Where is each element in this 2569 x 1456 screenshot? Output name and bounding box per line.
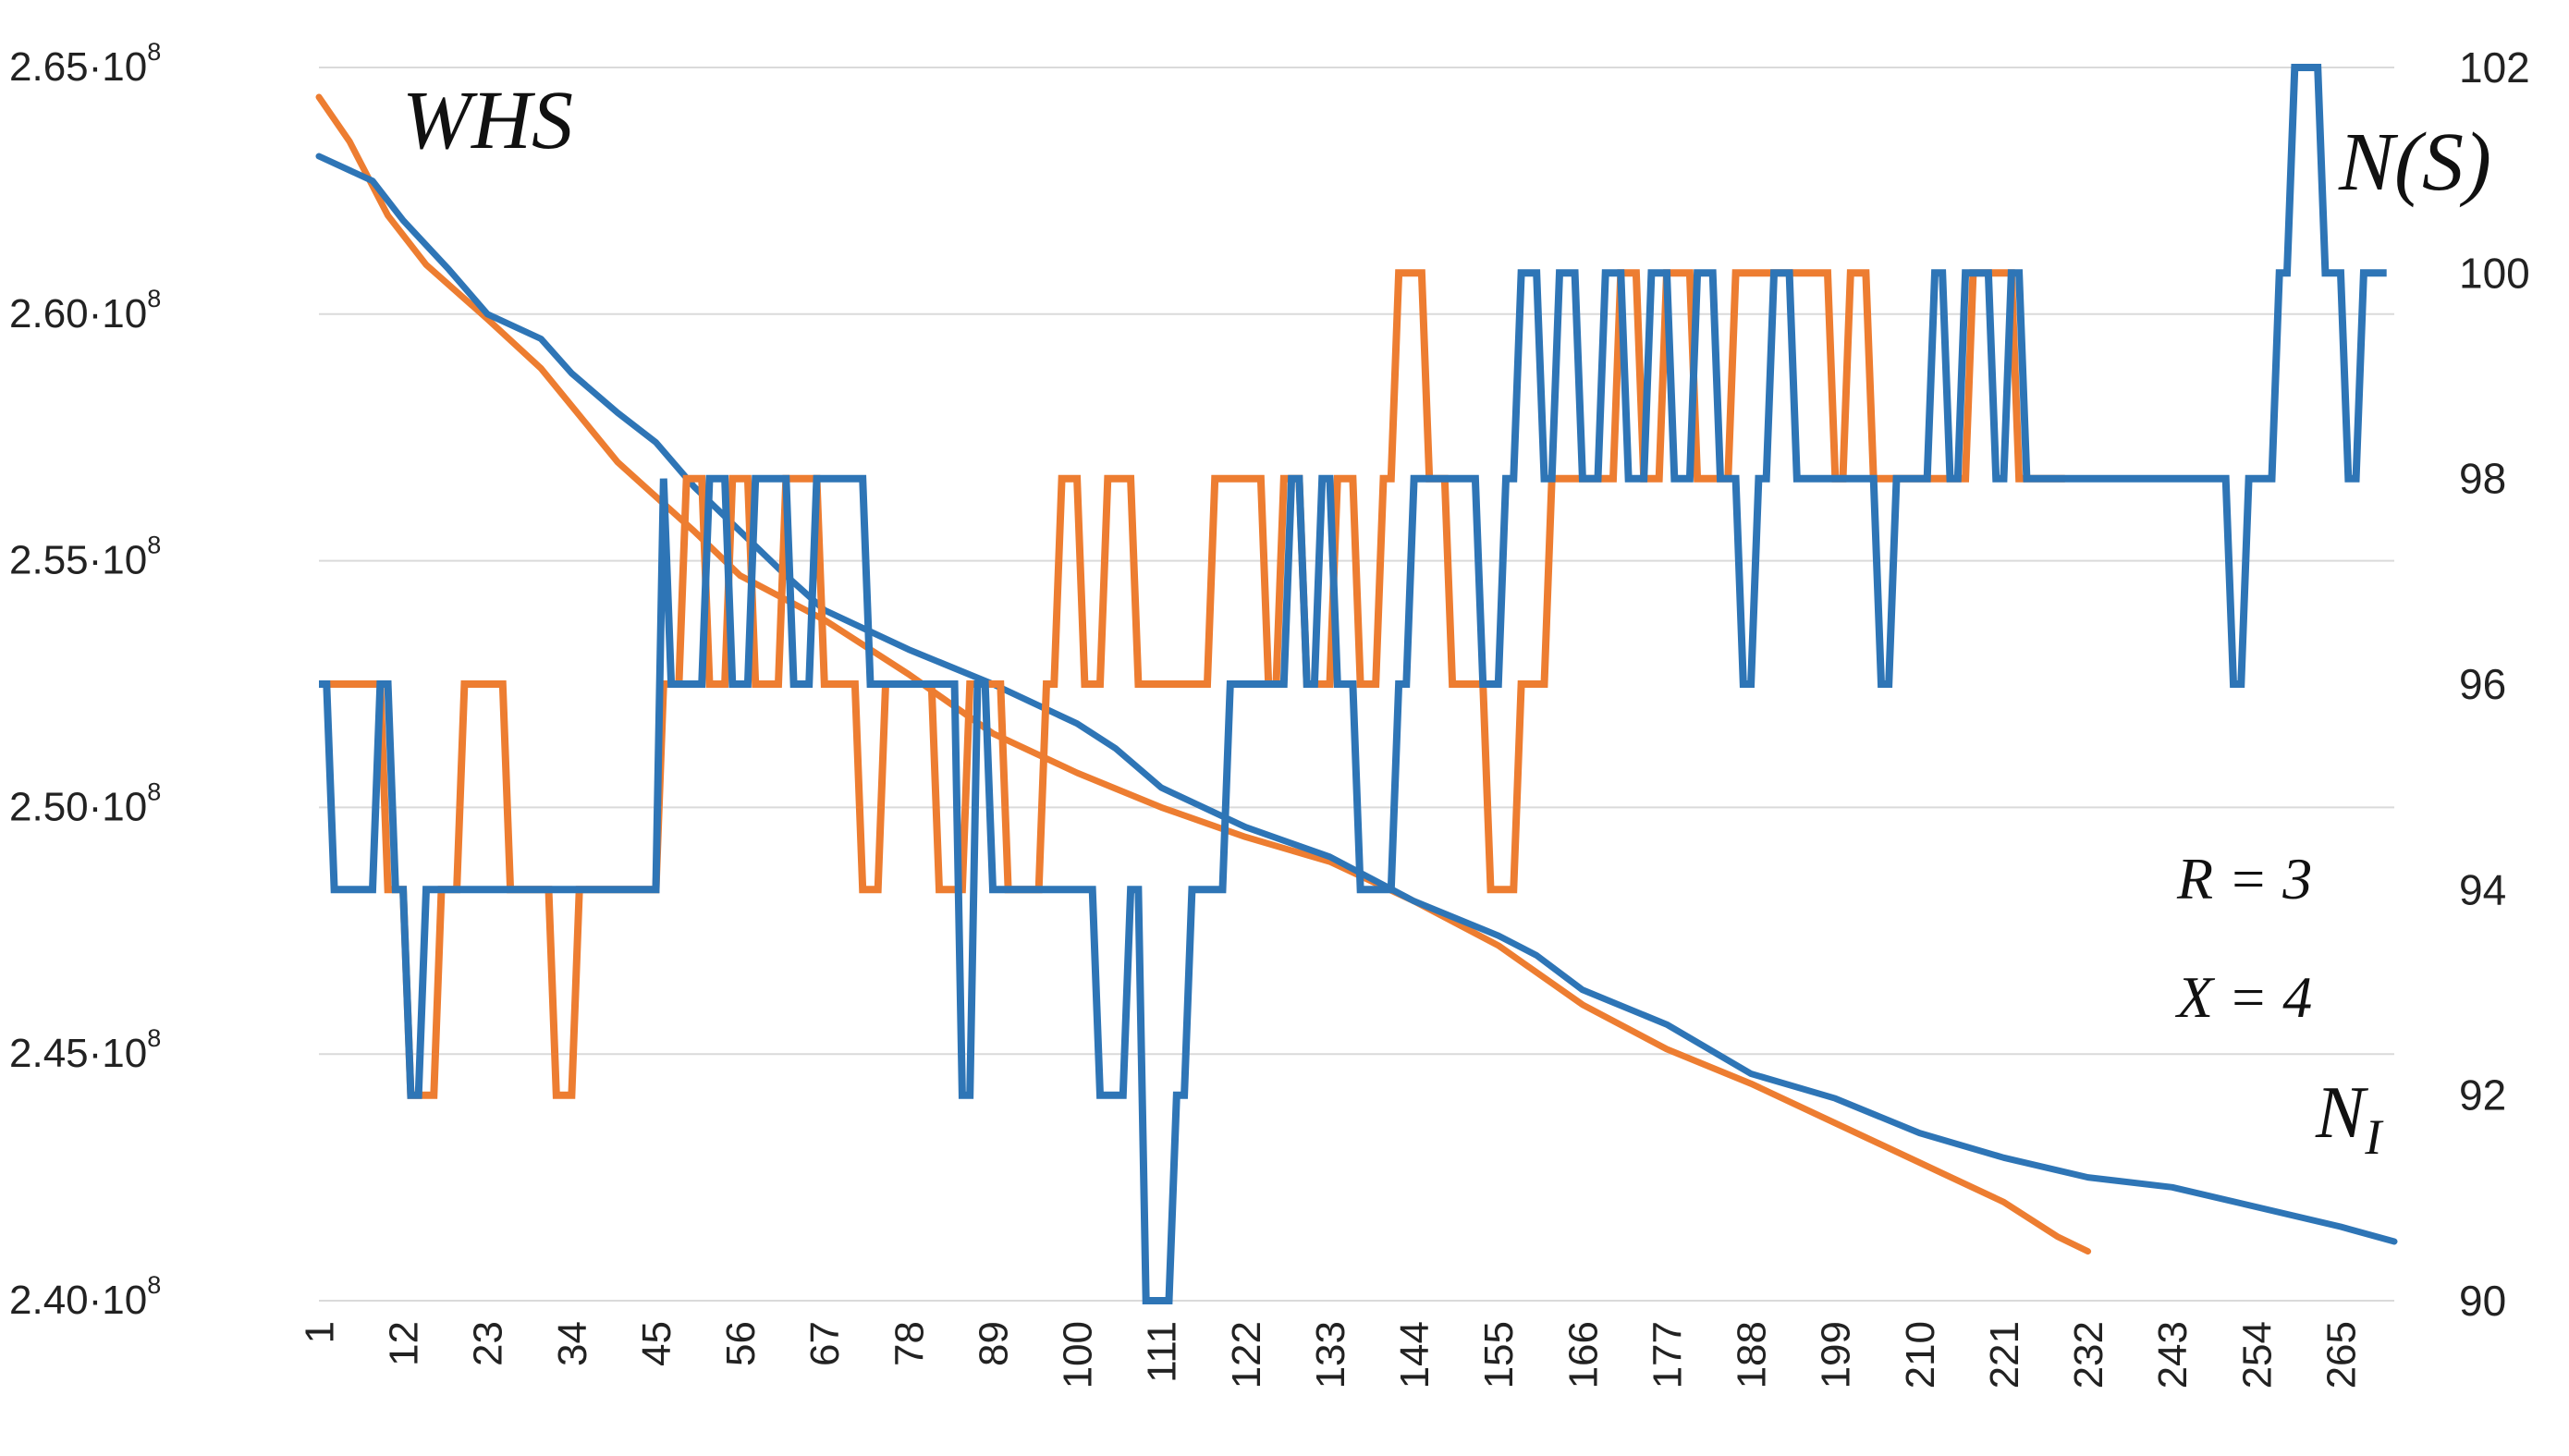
- x-tick-label: 199: [1814, 1321, 1859, 1389]
- x-tick-label: 34: [550, 1321, 595, 1366]
- ni-label: NI: [2315, 1072, 2384, 1165]
- x-tick-label: 23: [466, 1321, 511, 1366]
- left-tick-label: 2.40·108: [9, 1271, 161, 1323]
- left-tick-label: 2.60·108: [9, 285, 161, 336]
- whs-blue-series-line: [315, 153, 2398, 1245]
- x-tick-label: 56: [718, 1321, 764, 1366]
- ns-blue-series-line: [319, 64, 2387, 1304]
- ni-label-subscript: I: [2364, 1109, 2384, 1165]
- x-tick-label: 265: [2318, 1321, 2364, 1389]
- x-tick-label: 89: [971, 1321, 1016, 1366]
- left-tick-label: 2.45·108: [9, 1024, 161, 1076]
- x-tick-label: 144: [1392, 1321, 1437, 1389]
- x-tick-label: 133: [1308, 1321, 1353, 1389]
- series-layer: [315, 64, 2398, 1304]
- left-axis: 2.40·108 2.45·108 2.50·108 2.55·108 2.60·108…: [9, 38, 161, 1323]
- right-tick-label: 100: [2459, 249, 2530, 297]
- right-tick-label: 96: [2459, 660, 2506, 708]
- x-tick-label: 78: [887, 1321, 932, 1366]
- x-tick-label: 67: [802, 1321, 848, 1366]
- x-tick-label: 111: [1140, 1321, 1185, 1383]
- right-tick-label: 92: [2459, 1071, 2506, 1120]
- x-tick-label: 122: [1224, 1321, 1269, 1389]
- right-tick-label: 102: [2459, 43, 2530, 92]
- x-tick-label: 177: [1645, 1321, 1690, 1389]
- whs-orange-series-line: [315, 93, 2092, 1255]
- whs-axis-label: WHS: [402, 75, 573, 166]
- x-tick-label: 12: [382, 1321, 427, 1366]
- grid-lines: [319, 67, 2394, 1302]
- right-tick-label: 94: [2459, 865, 2506, 913]
- x-tick-label: 155: [1476, 1321, 1522, 1389]
- x-tick-label: 1: [297, 1321, 342, 1343]
- r-parameter-label: R = 3: [2176, 846, 2312, 912]
- x-tick-label: 100: [1056, 1321, 1101, 1389]
- right-tick-label: 90: [2459, 1277, 2506, 1325]
- x-tick-label: 210: [1898, 1321, 1943, 1389]
- ni-label-base: N: [2315, 1072, 2369, 1154]
- left-tick-label: 2.55·108: [9, 532, 161, 583]
- x-axis: 1 12 23 34 45 56 67 78 89 100 111 122 133 144 155 166 17…: [297, 1321, 2364, 1389]
- right-tick-label: 98: [2459, 455, 2506, 503]
- x-tick-label: 166: [1560, 1321, 1606, 1389]
- x-tick-label: 221: [1982, 1321, 2027, 1389]
- x-tick-label: 254: [2234, 1321, 2280, 1389]
- x-tick-label: 243: [2150, 1321, 2196, 1389]
- right-axis: 90 92 94 96 98 100 102: [2459, 43, 2530, 1325]
- left-tick-label: 2.50·108: [9, 777, 161, 829]
- x-tick-label: 232: [2066, 1321, 2111, 1389]
- x-tick-label: 45: [634, 1321, 679, 1366]
- left-tick-label: 2.65·108: [9, 38, 161, 90]
- ns-axis-label: N(S): [2338, 116, 2491, 208]
- x-tick-label: 188: [1730, 1321, 1775, 1389]
- x-parameter-label: X = 4: [2174, 964, 2312, 1030]
